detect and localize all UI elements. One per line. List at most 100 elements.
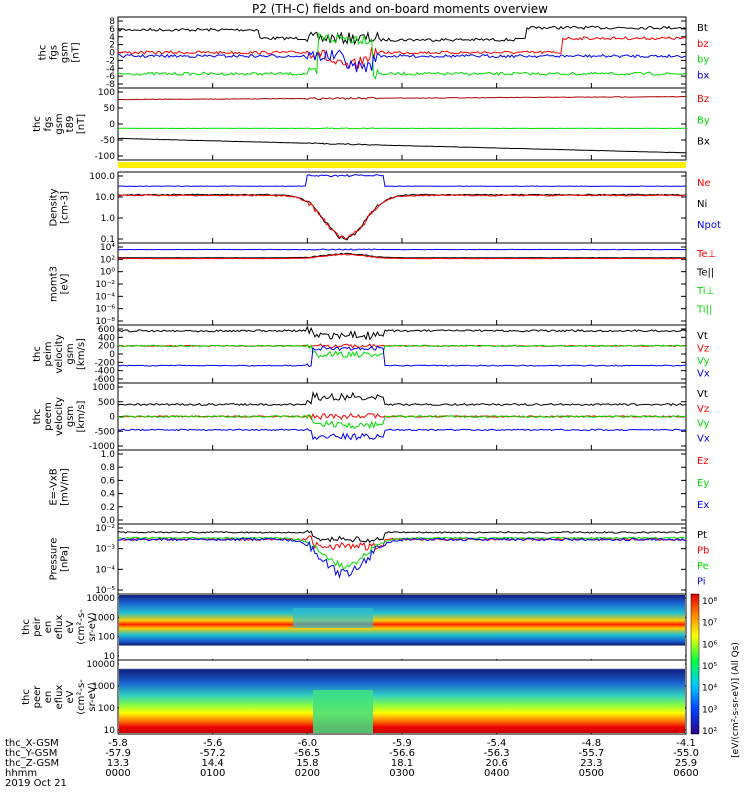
y-axis-label: sr-eV): [87, 612, 98, 641]
y-tick-label: 10⁻²: [95, 280, 115, 290]
footer-row-label: 2019 Oct 21: [5, 778, 67, 789]
legend-entry: Ey: [697, 478, 709, 489]
colorbar-label: [eV/(cm²-s-sr-eV)] (All Qs): [731, 642, 741, 758]
footer-row-label: thc_X-GSM: [5, 738, 59, 749]
y-tick-label: 10⁻²: [95, 524, 115, 534]
y-axis-label: gsm: [65, 343, 76, 364]
y-tick-label: 8: [109, 17, 115, 27]
series-t89: [117, 95, 687, 168]
y-tick-label: -400: [95, 367, 116, 377]
footer-value: 23.3: [580, 758, 602, 769]
legend-entry: Bt: [697, 23, 708, 34]
y-axis-label: [nPa]: [60, 546, 71, 572]
y-tick-label: 200: [98, 342, 115, 352]
panel-pressure: 10⁻² 10⁻³ 10⁻⁴ 10⁻⁵ Pressure [nPa] Pt Pb Pe Pi: [49, 523, 709, 596]
panel-efield: 1.0 0.8 0.6 0.4 0.2 0.0 E=-VxB [mV/m] Ez Ey Ex: [49, 449, 709, 526]
panel-frame: [117, 16, 687, 89]
y-tick-label: 1000: [92, 383, 115, 393]
y-tick-label: 100: [98, 704, 115, 714]
y-axis-label: fgs: [49, 45, 60, 60]
panel-frame: [117, 523, 687, 595]
legend-entry: bx: [697, 70, 709, 81]
colorbar-tick-label: 10²: [702, 727, 717, 737]
y-tick-label: 0: [109, 120, 115, 130]
y-axis-label: [nT]: [76, 114, 87, 134]
y-tick-label: 50: [104, 104, 116, 114]
y-tick-label: 10⁻³: [95, 545, 115, 555]
y-axis-label: (cm²-s-: [76, 679, 87, 715]
y-axis-label: gsm: [54, 113, 65, 134]
y-tick-label: 10000: [86, 660, 115, 670]
y-tick-label: 6: [109, 25, 115, 35]
y-axis-label: thc: [21, 619, 32, 635]
colorbar-tick-label: 10⁸: [702, 597, 717, 607]
spectrogram-peer-dip: [313, 690, 373, 733]
y-axis-label: velocity: [54, 334, 65, 373]
y-tick-label: 0.8: [101, 463, 116, 473]
panel-t89: 100 50 0 -50 -100 thc fgs gsm t89 [nT] Bz By Bx: [32, 87, 710, 162]
colorbar-group: 10⁸ 10⁷ 10⁶ 10⁵ 10⁴ 10³ 10² [eV/(cm²-s-sr-eV)] …: [690, 593, 741, 758]
colorbar-bar: [690, 593, 700, 735]
y-tick-label: 10: [104, 726, 116, 736]
legend-entry: Pe: [697, 561, 709, 572]
legend-entry: by: [697, 55, 709, 66]
series-pt: [117, 529, 687, 543]
series-vy: [117, 413, 687, 430]
legend-entry: Ez: [697, 456, 709, 467]
y-tick-label: 4: [109, 33, 115, 43]
footer-value: -57.9: [105, 748, 131, 759]
footer-row-label: thc_Z-GSM: [5, 758, 59, 769]
series-model-bx: [117, 137, 686, 154]
y-tick-label: 10.0: [95, 193, 115, 203]
panel-frame: [117, 171, 687, 244]
y-axis-label: t89: [65, 116, 76, 133]
series-fgs: [117, 25, 687, 80]
legend-entry: Vt: [697, 389, 708, 400]
y-axis-label: en: [43, 691, 54, 704]
y-axis-label: eflux: [54, 685, 65, 710]
legend-entry: Vy: [697, 356, 710, 367]
series-model-by: [117, 127, 686, 130]
y-tick-label: 0.1: [101, 235, 115, 245]
y-axis-label: [km/s]: [76, 400, 87, 432]
y-tick-label: -500: [95, 427, 116, 437]
footer-value: 0000: [105, 768, 130, 779]
footer-value: -57.2: [200, 748, 226, 759]
footer-value: 0500: [579, 768, 604, 779]
footer-value: 14.4: [202, 758, 224, 769]
y-axis-label: E=-VxB: [49, 468, 60, 505]
y-axis-label: Density: [49, 188, 60, 226]
footer-value: -56.3: [484, 748, 510, 759]
y-tick-label: -6: [106, 72, 115, 82]
y-tick-label: 10²: [100, 255, 115, 265]
footer-value: 18.1: [391, 758, 413, 769]
legend-entry: Te||: [696, 268, 714, 279]
y-tick-label: 0: [109, 350, 115, 360]
y-axis-label: gsm: [60, 42, 71, 63]
legend-entry: Npot: [697, 220, 721, 231]
series-ni: [117, 193, 687, 241]
legend-entry: Vz: [697, 404, 709, 415]
chart-title: P2 (TH-C) fields and on-board moments ov…: [252, 2, 548, 16]
series-pressure: [117, 529, 687, 579]
series-bx: [117, 49, 687, 73]
colorbar-tick-label: 10⁴: [702, 684, 717, 694]
y-tick-label: -8: [106, 80, 115, 90]
footer-value: 20.6: [486, 758, 508, 769]
y-tick-label: -4: [106, 64, 115, 74]
footer-row-label: thc_Y-GSM: [5, 748, 57, 759]
y-tick-label: 10⁴: [100, 243, 115, 253]
y-axis-label: thc: [38, 45, 49, 61]
y-tick-label: -50: [100, 136, 115, 146]
y-tick-label: 100: [98, 88, 115, 98]
legend-entry: Pb: [697, 546, 709, 557]
y-tick-label: 10000: [86, 594, 115, 604]
spectrogram-peir-dip: [293, 608, 373, 628]
spectrogram-peer-fill: [119, 661, 685, 733]
y-axis-label: peim: [43, 341, 54, 366]
y-axis-label: [km/s]: [76, 338, 87, 370]
y-tick-label: 10⁻⁶: [95, 305, 115, 315]
y-tick-label: 0.2: [101, 503, 115, 513]
legend-entry: Pt: [697, 530, 707, 541]
